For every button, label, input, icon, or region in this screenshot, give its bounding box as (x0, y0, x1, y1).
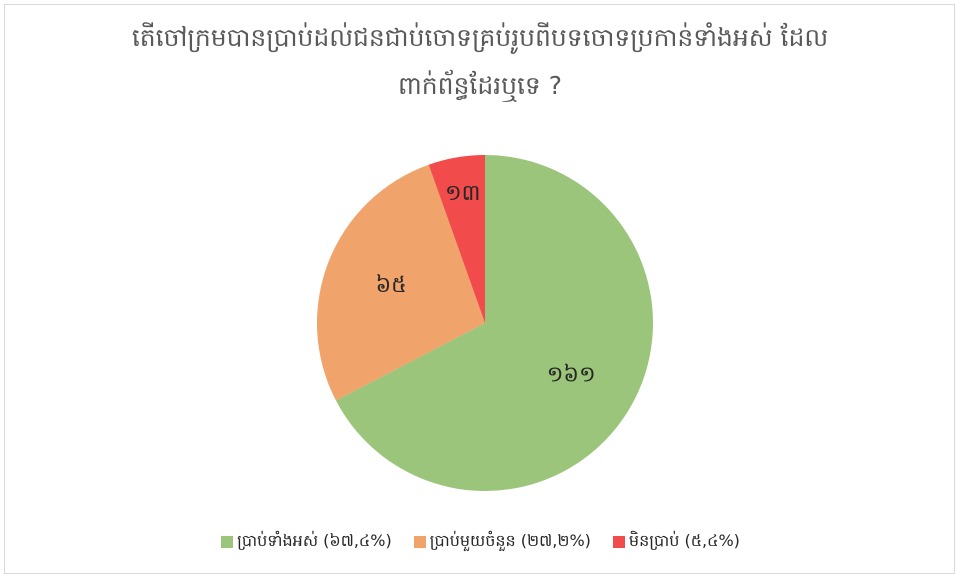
legend-label: ប្រាប់ទាំងអស់ (៦៧,៤%) (237, 531, 392, 550)
data-label: ៦៥ (376, 273, 407, 298)
legend-swatch (612, 536, 625, 548)
legend-label: ប្រាប់មួយចំនួន (២៧,២%) (429, 531, 591, 550)
pie-slice (428, 155, 485, 323)
legend-swatch (221, 536, 234, 548)
chart-title: តើចៅក្រមបានប្រាប់ដល់ជនជាប់ចោទគ្រប់រូបពីប… (131, 23, 829, 100)
legend-item: ប្រាប់ទាំងអស់ (៦៧,៤%) (221, 530, 392, 554)
legend-item: ប្រាប់មួយចំនួន (២៧,២%) (413, 530, 591, 554)
data-label: ១៣ (445, 181, 480, 206)
legend: ប្រាប់ទាំងអស់ (៦៧,៤%) ប្រាប់មួយចំនួន (២៧,… (0, 530, 961, 554)
chart-frame (4, 4, 955, 574)
pie-slice (335, 155, 653, 491)
data-label: ១៦១ (547, 362, 596, 387)
legend-item: មិនប្រាប់ (៥,៤%) (612, 530, 740, 554)
pie-slice (317, 164, 485, 401)
legend-swatch (413, 536, 426, 548)
legend-label: មិនប្រាប់ (៥,៤%) (628, 531, 740, 550)
